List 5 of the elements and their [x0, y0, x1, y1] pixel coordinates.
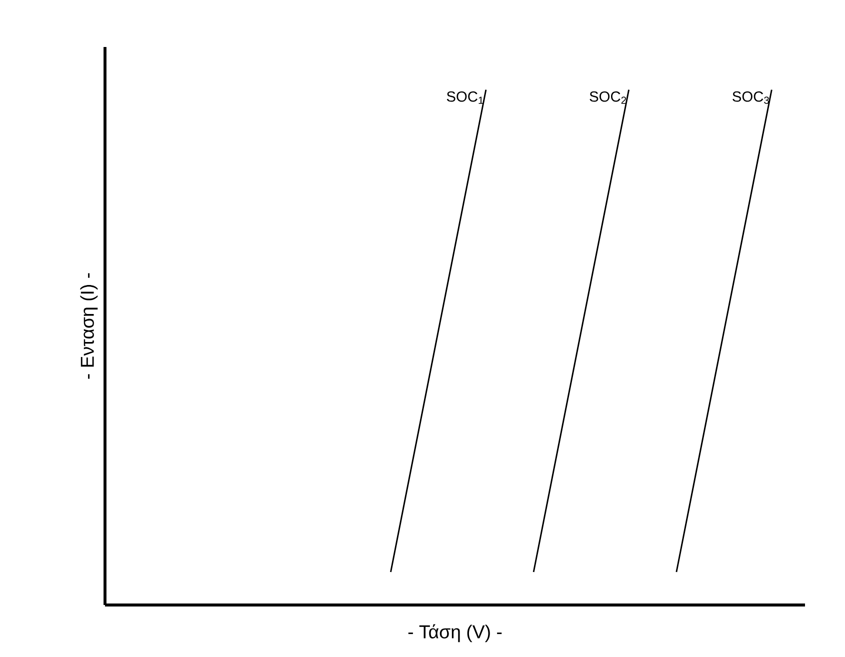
series-label: SOC$_{3}$ — [732, 91, 769, 104]
series-label: SOC$_{1}$ — [446, 91, 484, 104]
y-axis-title: - Ενταση (I) - — [80, 273, 98, 379]
series-label: SOC$_{2}$ — [590, 91, 626, 104]
x-axis-title: - Τάση (V) - — [408, 624, 502, 642]
